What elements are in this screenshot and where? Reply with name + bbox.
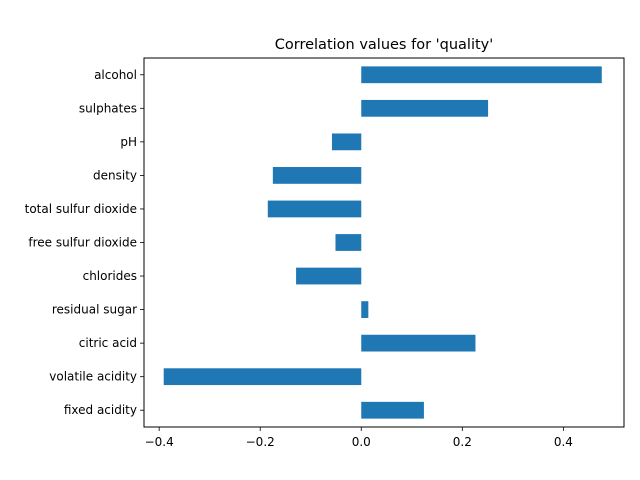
x-tick-label: 0.2 <box>453 435 472 449</box>
y-tick-label: chlorides <box>83 269 137 283</box>
bar-alcohol <box>361 66 602 84</box>
bar-citric-acid <box>361 334 476 352</box>
x-tick-label: −0.2 <box>246 435 275 449</box>
x-tick-label: −0.4 <box>145 435 174 449</box>
bar-volatile-acidity <box>163 368 362 386</box>
bar-total-sulfur-dioxide <box>267 200 362 218</box>
bar-density <box>272 167 362 184</box>
x-tick-label: 0.4 <box>554 435 573 449</box>
y-tick-label: total sulfur dioxide <box>25 202 137 216</box>
y-tick-label: free sulfur dioxide <box>28 236 137 250</box>
plot-frame <box>143 57 625 428</box>
bar-sulphates <box>361 99 489 117</box>
y-axis: fixed acidity volatile acidity citric acid… <box>25 68 144 417</box>
bars-group <box>163 66 602 419</box>
y-tick-label: density <box>93 168 137 182</box>
bar-pH <box>331 133 362 151</box>
x-axis: −0.4 −0.2 0.0 0.2 0.4 <box>145 427 573 449</box>
y-tick-label: volatile acidity <box>49 370 137 384</box>
x-tick-label: 0.0 <box>352 435 371 449</box>
bar-chlorides <box>296 267 362 285</box>
bar-free-sulfur-dioxide <box>335 234 362 251</box>
y-tick-label: pH <box>120 135 137 149</box>
bar-fixed-acidity <box>361 401 424 419</box>
y-tick-label: sulphates <box>79 101 137 115</box>
y-tick-label: citric acid <box>79 336 137 350</box>
bar-residual-sugar <box>361 301 369 318</box>
y-tick-label: fixed acidity <box>64 403 137 417</box>
y-tick-label: alcohol <box>94 68 137 82</box>
chart-title: Correlation values for 'quality' <box>275 37 493 53</box>
y-tick-label: residual sugar <box>52 303 137 317</box>
